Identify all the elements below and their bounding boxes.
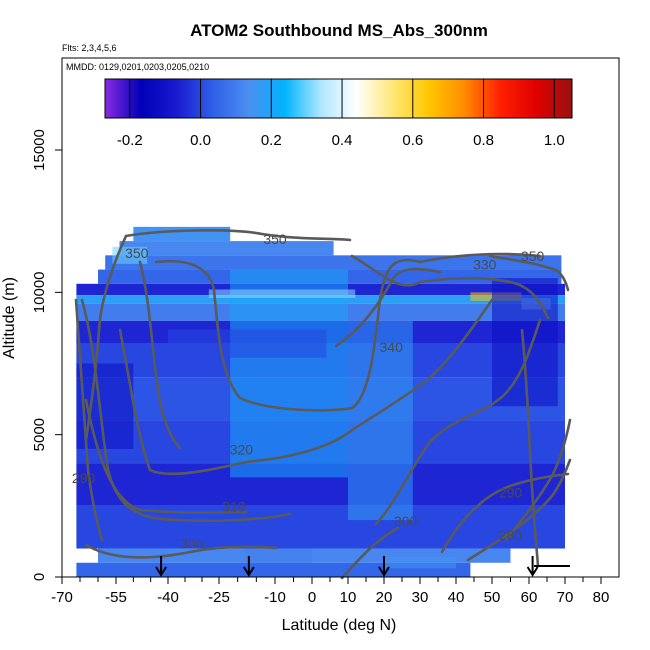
contour-350-top (124, 229, 352, 242)
x-tick-label-8: 30 (412, 589, 429, 606)
x-tick-label-4: -10 (264, 589, 286, 606)
x-tick-label-6: 10 (340, 589, 357, 606)
x-tick-label-0: -70 (51, 589, 73, 606)
colorbar-tick-label-2: 0.2 (261, 132, 282, 149)
contour-300-east (374, 318, 542, 526)
contour-310 (84, 398, 248, 514)
contour-labels: 350 350 330 350 340 320 310 300 300 290 290 280 (72, 231, 545, 552)
y-tick-label-3: 15000 (31, 129, 48, 171)
colorbar-ticks: -0.2 0.0 0.2 0.4 0.6 0.8 1.0 (117, 79, 565, 149)
colorbar-tick-label-1: 0.0 (190, 132, 211, 149)
flight-arrow-head-3 (526, 566, 539, 577)
contour-label-6: 310 (222, 499, 246, 515)
contour-label-7: 300 (180, 536, 204, 552)
heatmap-band-12 (76, 505, 566, 549)
x-tick-label-1: -55 (105, 589, 127, 606)
contour-west-290 (74, 298, 104, 542)
contour-label-2: 330 (473, 257, 497, 273)
flights-note: Flts: 2,3,4,5,6 (62, 43, 117, 53)
x-axis-title: Latitude (deg N) (282, 617, 397, 634)
x-tick-label-11: 60 (521, 589, 538, 606)
contour-340-east (334, 267, 442, 348)
contour-290-east-b (466, 458, 572, 562)
x-tick-label-13: 80 (593, 589, 610, 606)
flight-arrow-head-1 (243, 566, 255, 577)
heatmap-accent-9 (384, 557, 456, 569)
contour-label-8: 300 (394, 513, 418, 529)
contour-330-east (350, 254, 550, 320)
contour-label-0: 350 (125, 245, 149, 261)
contour-300-mid (340, 526, 400, 580)
flight-arrow-head-2 (378, 566, 390, 577)
flight-arrow-head-0 (155, 566, 167, 577)
flight-arrows (155, 556, 570, 577)
colorbar-tick-label-6: 1.0 (544, 132, 565, 149)
contour-320 (118, 298, 494, 476)
contour-label-5: 320 (230, 442, 254, 458)
contour-280 (504, 418, 572, 542)
heatmap-accent-10 (245, 548, 312, 563)
y-axis: 0 5000 10000 15000 (31, 129, 62, 581)
y-tick-label-2: 10000 (31, 271, 48, 313)
x-tick-label-12: 70 (557, 589, 574, 606)
x-axis: -70 -55 -40 -25 -10 0 10 20 30 40 50 60 70 80 (51, 577, 609, 606)
x-tick-label-5: 0 (308, 589, 316, 606)
contour-lines (74, 229, 572, 580)
y-axis-title: Altitude (m) (1, 277, 18, 359)
contour-300-low (84, 543, 278, 559)
chart-title: ATOM2 Southbound MS_Abs_300nm (190, 21, 488, 40)
dates-note: MMDD: 0129,0201,0203,0205,0210 (66, 62, 209, 72)
heatmap-band-14 (76, 562, 471, 577)
contour-350-east-cap (488, 254, 570, 292)
plot-frame (61, 57, 620, 578)
x-tick-label-3: -25 (208, 589, 230, 606)
x-tick-label-10: 50 (484, 589, 501, 606)
contour-label-11: 280 (499, 527, 523, 543)
heatmap-accent-4 (112, 246, 148, 264)
colorbar-tick-label-3: 0.4 (332, 132, 353, 149)
contour-330 (80, 298, 292, 523)
contour-east-edge (520, 328, 540, 568)
heatmap-accent-5 (208, 289, 356, 299)
colorbar-tick-label-5: 0.8 (473, 132, 494, 149)
colorbar-tick-label-0: -0.2 (117, 132, 143, 149)
x-tick-label-7: 20 (376, 589, 393, 606)
contour-label-9: 290 (72, 470, 96, 486)
heatmap-accent-8 (168, 329, 327, 358)
heatmap-accent-6 (492, 278, 558, 407)
heatmap-band-2 (105, 255, 562, 270)
colorbar (104, 78, 573, 119)
heatmap-band-1 (119, 241, 334, 256)
x-tick-label-9: 40 (448, 589, 465, 606)
contour-label-10: 290 (499, 484, 523, 500)
contour-label-3: 350 (521, 248, 545, 264)
y-tick-label-0: 0 (31, 573, 48, 581)
contour-label-1: 350 (263, 231, 287, 247)
y-tick-label-1: 5000 (31, 418, 48, 451)
contour-cap-east-330 (418, 252, 542, 264)
contour-350-west (84, 234, 128, 442)
contour-340-west (138, 260, 182, 450)
contour-label-4: 340 (380, 339, 404, 355)
colorbar-tick-label-4: 0.6 (402, 132, 423, 149)
x-tick-label-2: -40 (157, 589, 179, 606)
